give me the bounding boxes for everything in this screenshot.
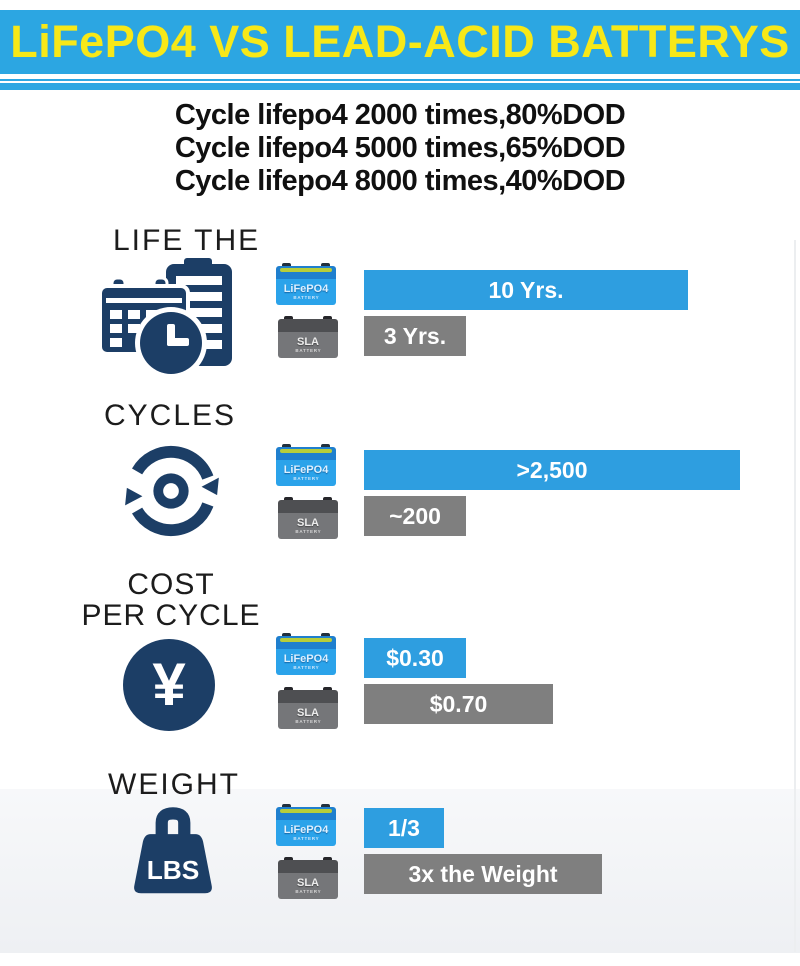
battery-body: LiFePO4 BATTERY — [276, 820, 336, 846]
battery-sub-label: BATTERY — [292, 836, 319, 841]
battery-body: SLA BATTERY — [278, 513, 338, 539]
battery-lid — [276, 807, 336, 820]
battery-lid — [278, 690, 338, 703]
banner: LiFePO4 VS LEAD-ACID BATTERYS — [0, 10, 800, 74]
battery-sub-label: BATTERY — [294, 529, 321, 534]
battery-sub-label: BATTERY — [292, 665, 319, 670]
battery-name-label: LiFePO4 — [283, 463, 329, 476]
sla-battery-icon: SLA BATTERY — [278, 857, 338, 899]
cost-sla-bar: $0.70 — [364, 684, 553, 724]
life-lifepo4-value: 10 Yrs. — [488, 276, 564, 303]
weight-sla-bar: 3x the Weight — [364, 854, 602, 894]
section-label-cycles: CYCLES — [104, 399, 237, 432]
battery-name-label: SLA — [297, 706, 319, 719]
weight-sla-value: 3x the Weight — [408, 860, 558, 887]
lbs-label: LBS — [147, 855, 200, 885]
cycles-sla-bar: ~200 — [364, 496, 466, 536]
lifepo4-battery-icon: LiFePO4 BATTERY — [276, 263, 336, 305]
battery-sub-label: BATTERY — [292, 295, 319, 300]
section-label-life: LIFE THE — [113, 224, 261, 257]
section-label-cost: COST PER CYCLE — [81, 568, 261, 632]
page-title: LiFePO4 VS LEAD-ACID BATTERYS — [10, 16, 790, 67]
life-lifepo4-bar: 10 Yrs. — [364, 270, 688, 310]
cost-lifepo4-bar: $0.30 — [364, 638, 466, 678]
battery-sub-label: BATTERY — [294, 889, 321, 894]
battery-name-label: SLA — [297, 876, 319, 889]
battery-name-label: LiFePO4 — [283, 652, 329, 665]
battery-name-label: LiFePO4 — [283, 823, 329, 836]
headline: Cycle lifepo4 2000 times,80%DOD Cycle li… — [0, 99, 800, 198]
battery-body: SLA BATTERY — [278, 332, 338, 358]
sla-battery-icon: SLA BATTERY — [278, 497, 338, 539]
battery-sub-label: BATTERY — [294, 348, 321, 353]
sla-battery-icon: SLA BATTERY — [278, 316, 338, 358]
cycles-lifepo4-value: >2,500 — [516, 456, 588, 483]
battery-lid — [276, 266, 336, 279]
calendar-clock-icon — [98, 258, 232, 374]
weight-lifepo4-value: 1/3 — [388, 814, 420, 841]
battery-name-label: LiFePO4 — [283, 282, 329, 295]
banner-rule-thick — [0, 83, 800, 90]
lifepo4-battery-icon: LiFePO4 BATTERY — [276, 444, 336, 486]
battery-body: LiFePO4 BATTERY — [276, 649, 336, 675]
battery-lid — [276, 447, 336, 460]
cost-lifepo4-value: $0.30 — [386, 644, 444, 671]
yen-cost-icon: ¥ — [123, 639, 215, 731]
life-sla-value: 3 Yrs. — [383, 322, 447, 349]
battery-strip — [280, 638, 332, 642]
battery-body: LiFePO4 BATTERY — [276, 279, 336, 305]
battery-body: SLA BATTERY — [278, 873, 338, 899]
battery-lid — [278, 319, 338, 332]
life-sla-bar: 3 Yrs. — [364, 316, 466, 356]
battery-strip — [280, 449, 332, 453]
battery-lid — [278, 500, 338, 513]
recycle-cycles-icon — [125, 445, 219, 537]
battery-body: SLA BATTERY — [278, 703, 338, 729]
battery-strip — [280, 809, 332, 813]
scrollbar-track — [794, 240, 796, 952]
cost-sla-value: $0.70 — [429, 690, 488, 717]
lifepo4-battery-icon: LiFePO4 BATTERY — [276, 633, 336, 675]
yen-glyph: ¥ — [152, 651, 186, 718]
lifepo4-battery-icon: LiFePO4 BATTERY — [276, 804, 336, 846]
section-label-weight: WEIGHT — [108, 768, 240, 801]
battery-strip — [280, 268, 332, 272]
headline-line-3: Cycle lifepo4 8000 times,40%DOD — [174, 165, 626, 197]
banner-rule-thin — [0, 79, 800, 81]
battery-name-label: SLA — [297, 335, 319, 348]
headline-line-1: Cycle lifepo4 2000 times,80%DOD — [174, 99, 626, 131]
battery-sub-label: BATTERY — [292, 476, 319, 481]
sla-battery-icon: SLA BATTERY — [278, 687, 338, 729]
battery-lid — [276, 636, 336, 649]
battery-body: LiFePO4 BATTERY — [276, 460, 336, 486]
weight-lbs-icon: LBS — [134, 807, 212, 894]
weight-lifepo4-bar: 1/3 — [364, 808, 444, 848]
battery-lid — [278, 860, 338, 873]
battery-sub-label: BATTERY — [294, 719, 321, 724]
cycles-lifepo4-bar: >2,500 — [364, 450, 740, 490]
battery-name-label: SLA — [297, 516, 319, 529]
headline-line-2: Cycle lifepo4 5000 times,65%DOD — [174, 132, 626, 164]
cycles-sla-value: ~200 — [389, 502, 441, 529]
